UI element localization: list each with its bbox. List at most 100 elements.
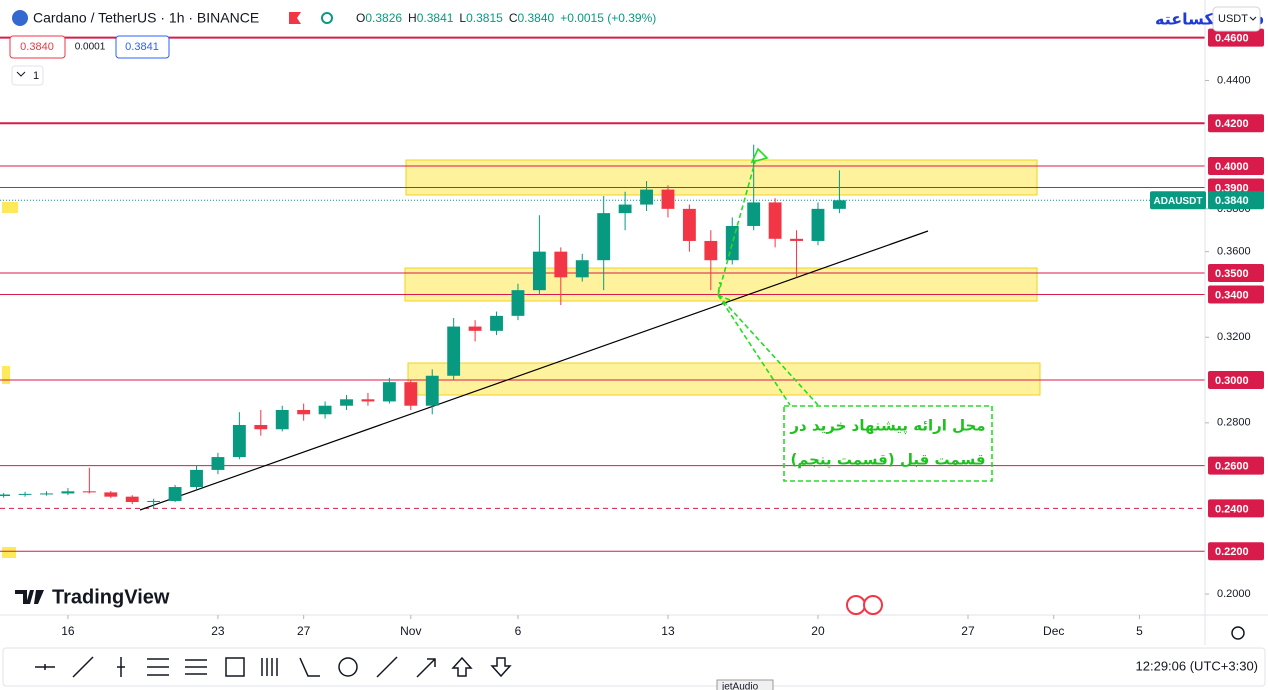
event-icon[interactable] [863, 595, 883, 615]
candle-body [18, 493, 32, 495]
x-tick-label: 5 [1136, 624, 1143, 638]
zone-marker [2, 202, 18, 213]
caret [1249, 16, 1257, 21]
currency-button[interactable] [1212, 6, 1261, 32]
x-tick-label: 27 [297, 624, 311, 638]
taskbar-tooltip [716, 679, 774, 690]
x-tick-label: 27 [961, 624, 975, 638]
candle-body [211, 457, 225, 470]
candle-body [725, 225, 739, 261]
candle-body [661, 189, 675, 209]
flag-icon [289, 12, 301, 24]
candle-body [747, 202, 761, 226]
status-dot [321, 12, 333, 24]
taskbar-label: jetAudio [721, 682, 759, 690]
event-icon[interactable] [846, 595, 866, 615]
candle-body [82, 491, 96, 493]
callout-line [717, 294, 791, 406]
candle-body [682, 208, 696, 241]
candle-body [511, 290, 525, 316]
tool[interactable] [225, 657, 245, 677]
tool[interactable] [147, 658, 169, 676]
candle-body [0, 494, 11, 497]
level-label: 0.2600 [1215, 461, 1249, 473]
symbol: Cardano / TetherUS · 1h · BINANCE [33, 10, 259, 26]
candle-body [425, 375, 439, 406]
spread: 0.0001 [75, 42, 106, 53]
level-label: 0.2200 [1215, 546, 1249, 558]
brand: TradingView [52, 586, 170, 608]
level-label: 0.4200 [1215, 118, 1249, 130]
tool[interactable] [117, 657, 125, 677]
currency[interactable]: USDT [1218, 13, 1248, 25]
y-tick-label: 0.3200 [1217, 331, 1251, 343]
tool[interactable] [338, 657, 358, 677]
candle-body [597, 213, 611, 261]
candle-body [554, 251, 568, 278]
bid[interactable]: 0.3840 [20, 41, 54, 53]
drawing-tools [35, 656, 512, 678]
candle-body [490, 315, 503, 331]
y-tick-label: 0.3600 [1217, 246, 1251, 258]
buy-button[interactable] [115, 35, 170, 59]
tool[interactable] [261, 658, 278, 676]
indicator-toggle[interactable] [11, 65, 44, 86]
candle-body [790, 238, 803, 241]
caret [16, 71, 26, 77]
candle-body [361, 399, 375, 402]
x-tick-label: 20 [811, 624, 825, 638]
annotation-line: محل ارائه پیشنهاد خرید در [789, 417, 985, 436]
candle-body [382, 382, 396, 402]
ohlc-value: 0.3826 [365, 11, 402, 25]
tool[interactable] [299, 657, 320, 677]
zone [405, 159, 1038, 196]
arrow-line [717, 161, 756, 296]
logo [15, 590, 44, 604]
candle-body [340, 399, 353, 406]
level-badge [1208, 285, 1264, 304]
tool[interactable] [490, 657, 512, 678]
ask[interactable]: 0.3841 [125, 41, 159, 53]
header: Cardano / TetherUS · 1h · BINANCE O0.382… [9, 6, 1268, 86]
arrow-head [750, 147, 769, 164]
ohlc-key: H [408, 11, 417, 25]
sell-button[interactable] [9, 35, 66, 59]
indicator-count[interactable]: 1 [33, 70, 39, 82]
last-price-label: 0.3840 [1215, 195, 1249, 207]
candle-body [104, 492, 118, 497]
tool[interactable] [185, 659, 207, 675]
ohlc-key: O [356, 11, 365, 25]
symbol-logo [12, 10, 28, 26]
candle-body [254, 424, 268, 430]
level-badge [1208, 499, 1264, 518]
candle-body [147, 500, 161, 503]
ohlc-value: 0.3841 [417, 11, 454, 25]
ohlc-change: +0.0015 (+0.39%) [560, 11, 656, 25]
callout-box [783, 405, 993, 482]
tool[interactable] [376, 656, 398, 678]
symbol-label: ADAUSDT [1154, 196, 1203, 207]
level-badge [1208, 114, 1264, 133]
annotation-line: قسمت قبل (قسمت پنجم) [790, 451, 985, 470]
tool[interactable] [35, 664, 55, 670]
level-badge [1208, 371, 1264, 390]
x-tick-label: 6 [515, 624, 522, 638]
zone [407, 362, 1041, 396]
settings-icon[interactable] [1231, 626, 1245, 640]
tool[interactable] [416, 658, 436, 678]
candle-body [640, 189, 653, 205]
y-tick-label: 0.2800 [1217, 417, 1251, 429]
tool[interactable] [451, 656, 473, 677]
candle-body [704, 240, 718, 261]
ohlc-key: C [509, 11, 518, 25]
x-tick-label: Dec [1043, 624, 1064, 638]
candle-body [190, 469, 203, 488]
zone-marker [2, 366, 10, 384]
tool[interactable] [72, 656, 94, 678]
x-tick-label: Nov [400, 624, 421, 638]
level-label: 0.4000 [1215, 161, 1249, 173]
candle-body [168, 487, 182, 501]
ohlc-key: L [459, 11, 466, 25]
